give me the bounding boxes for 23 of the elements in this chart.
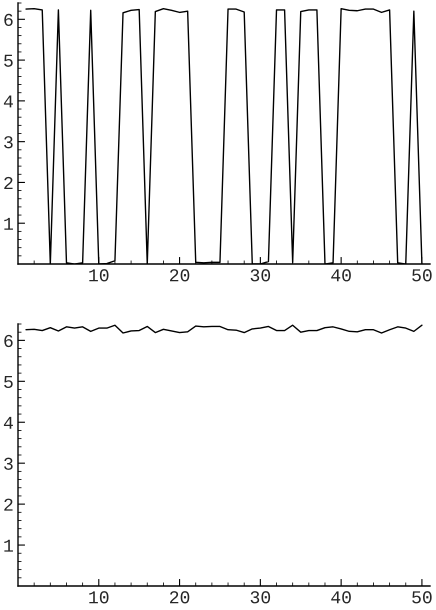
x-tick-label: 40	[331, 269, 351, 282]
y-tick-label: 1	[4, 218, 13, 230]
x-tick-label: 10	[89, 591, 109, 604]
y-tick-label: 3	[4, 136, 13, 148]
y-tick-label: 2	[4, 498, 13, 511]
x-tick-label: 50	[412, 269, 432, 282]
y-tick-label: 2	[4, 176, 13, 189]
y-tick-label: 6	[4, 334, 13, 348]
y-tick-label: 4	[4, 416, 13, 429]
x-tick-label: 40	[331, 591, 351, 604]
y-tick-label: 4	[4, 96, 13, 108]
x-tick-label: 20	[170, 591, 190, 604]
x-tick-label: 20	[170, 269, 190, 282]
x-tick-label: 10	[89, 269, 109, 282]
line-series	[25, 324, 423, 334]
y-tick-label: 5	[4, 54, 13, 67]
y-tick-label: 3	[4, 458, 13, 470]
x-tick-label: 30	[250, 269, 270, 282]
y-tick-label: 6	[4, 14, 13, 26]
x-tick-label: 30	[250, 591, 270, 604]
y-tick-label: 5	[4, 376, 13, 388]
y-tick-label: 1	[4, 540, 13, 552]
x-tick-label: 50	[412, 591, 432, 604]
